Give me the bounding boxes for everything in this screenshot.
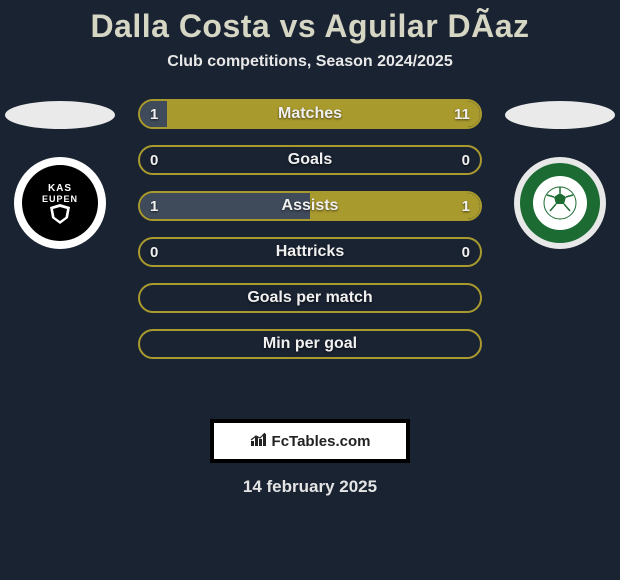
page-title: Dalla Costa vs Aguilar DÃ­az bbox=[0, 8, 620, 45]
brand-footer: FcTables.com bbox=[210, 419, 410, 463]
date-label: 14 february 2025 bbox=[0, 477, 620, 497]
stat-value-right: 1 bbox=[462, 193, 470, 219]
stat-label: Goals per match bbox=[140, 285, 480, 311]
subtitle: Club competitions, Season 2024/2025 bbox=[0, 53, 620, 71]
lommel-logo-mid bbox=[520, 163, 600, 243]
stat-label: Matches bbox=[140, 101, 480, 127]
club-logo-right bbox=[514, 157, 606, 249]
stat-value-left: 1 bbox=[150, 101, 158, 127]
comparison-card: Dalla Costa vs Aguilar DÃ­az Club compet… bbox=[0, 0, 620, 580]
football-icon bbox=[542, 185, 578, 221]
left-player-column: KAS EUPEN bbox=[0, 99, 120, 249]
right-player-column bbox=[500, 99, 620, 249]
player-photo-placeholder-left bbox=[5, 101, 115, 129]
stat-row: Goals0 0 bbox=[138, 145, 482, 175]
stat-label: Hattricks bbox=[140, 239, 480, 265]
stat-value-left: 1 bbox=[150, 193, 158, 219]
chart-icon bbox=[250, 431, 268, 452]
stat-value-left: 0 bbox=[150, 147, 158, 173]
stat-value-right: 0 bbox=[462, 147, 470, 173]
stat-value-left: 0 bbox=[150, 239, 158, 265]
stat-row: Min per goal bbox=[138, 329, 482, 359]
shield-icon bbox=[48, 204, 72, 224]
stat-value-right: 11 bbox=[454, 101, 470, 127]
stat-row: Hattricks0 0 bbox=[138, 237, 482, 267]
brand-text: FcTables.com bbox=[272, 433, 371, 450]
eupen-logo-inner: KAS EUPEN bbox=[22, 165, 98, 241]
stat-label: Assists bbox=[140, 193, 480, 219]
player-photo-placeholder-right bbox=[505, 101, 615, 129]
stat-row: Goals per match bbox=[138, 283, 482, 313]
comparison-main: KAS EUPEN bbox=[0, 99, 620, 399]
stat-row: Matches111 bbox=[138, 99, 482, 129]
stat-bars: Matches111Goals00Assists11Hattricks00Goa… bbox=[138, 99, 482, 359]
stat-row: Assists1 1 bbox=[138, 191, 482, 221]
eupen-logo-outer: KAS EUPEN bbox=[14, 157, 106, 249]
lommel-logo-outer bbox=[514, 157, 606, 249]
lommel-logo-inner bbox=[533, 176, 587, 230]
club-logo-left: KAS EUPEN bbox=[14, 157, 106, 249]
stat-label: Goals bbox=[140, 147, 480, 173]
stat-label: Min per goal bbox=[140, 331, 480, 357]
stat-value-right: 0 bbox=[462, 239, 470, 265]
